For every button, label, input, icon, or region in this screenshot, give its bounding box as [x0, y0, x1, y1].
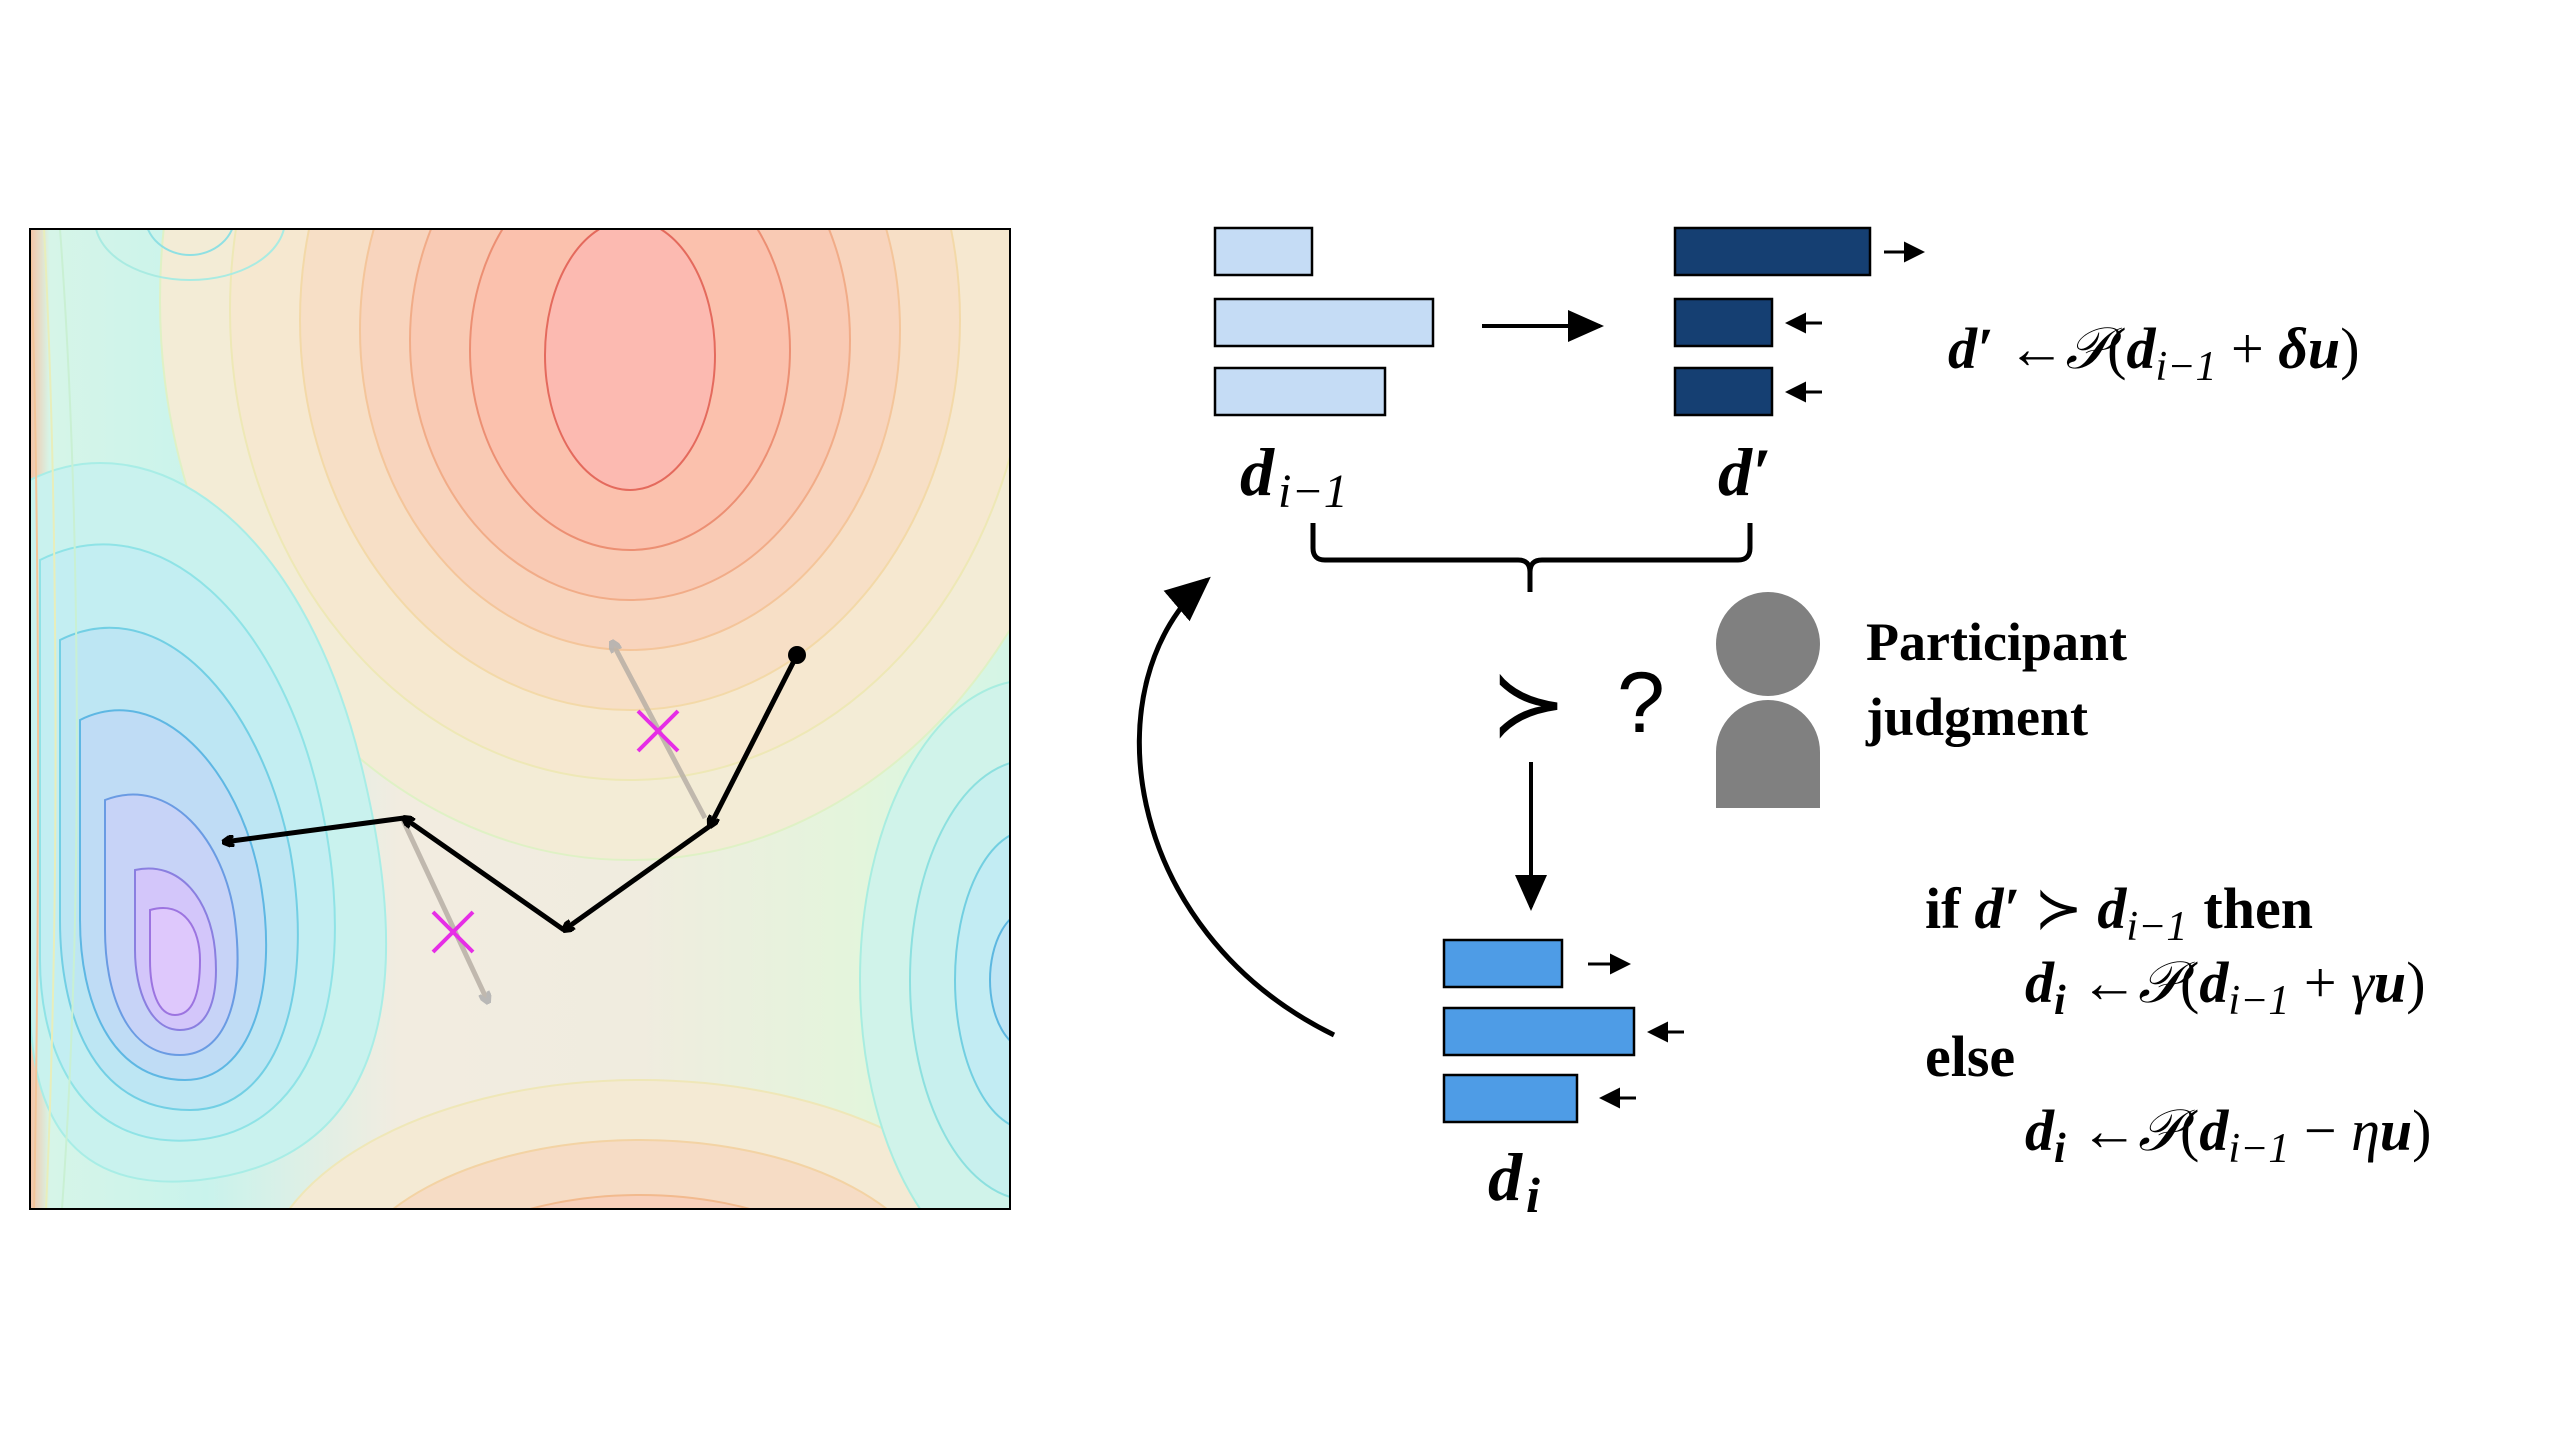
- right-valley-contours: [859, 681, 1010, 1209]
- cross-marker: [636, 709, 680, 753]
- top-left-contours: [30, 229, 285, 1209]
- step-arrow-1: [710, 653, 800, 826]
- prefers-symbol: ≻: [1490, 653, 1567, 755]
- lower-peak-contours: [288, 1079, 992, 1209]
- rule-reject-line: di ←𝒫(di−1 − ηu): [2025, 1098, 2431, 1172]
- bars-d-prev: [1213, 226, 1435, 417]
- rejected-proposal-arrow-2: [399, 816, 488, 1002]
- judgment-label: judgment: [1865, 687, 2088, 747]
- question-mark: ?: [1617, 655, 1665, 751]
- contour-plot: [30, 229, 1010, 1209]
- contour-plot-frame: [29, 228, 1011, 1210]
- rule-accept-line: di ←𝒫(di−1 + γu): [2025, 950, 2426, 1024]
- bars-d-prime: [1673, 226, 1872, 417]
- perturbation-arrows: [1785, 241, 1925, 403]
- valley-contours: [30, 462, 388, 1183]
- label-d-prev: di−1: [1240, 434, 1348, 518]
- step-arrow-3: [404, 818, 566, 933]
- cross-marker: [431, 910, 475, 954]
- bars-d-i: [1442, 938, 1636, 1124]
- person-icon: [1716, 592, 1820, 808]
- rule-if-line: if d′ ≻ di−1 then: [1925, 876, 2313, 950]
- update-arrows: [1588, 953, 1684, 1109]
- proposal-formula: d′ ←𝒫(di−1 + δu): [1948, 316, 2360, 390]
- step-arrow-2: [564, 823, 712, 930]
- loop-arrow: [1136, 576, 1336, 1038]
- rule-else-line: else: [1925, 1024, 2015, 1089]
- step-arrow-4: [224, 815, 405, 842]
- peak-contours: [159, 229, 1010, 861]
- label-d-prime: d′: [1718, 434, 1771, 510]
- comparison-brace: [1310, 523, 1753, 592]
- participant-label: Participant: [1866, 612, 2127, 672]
- label-d-i: di: [1488, 1139, 1540, 1223]
